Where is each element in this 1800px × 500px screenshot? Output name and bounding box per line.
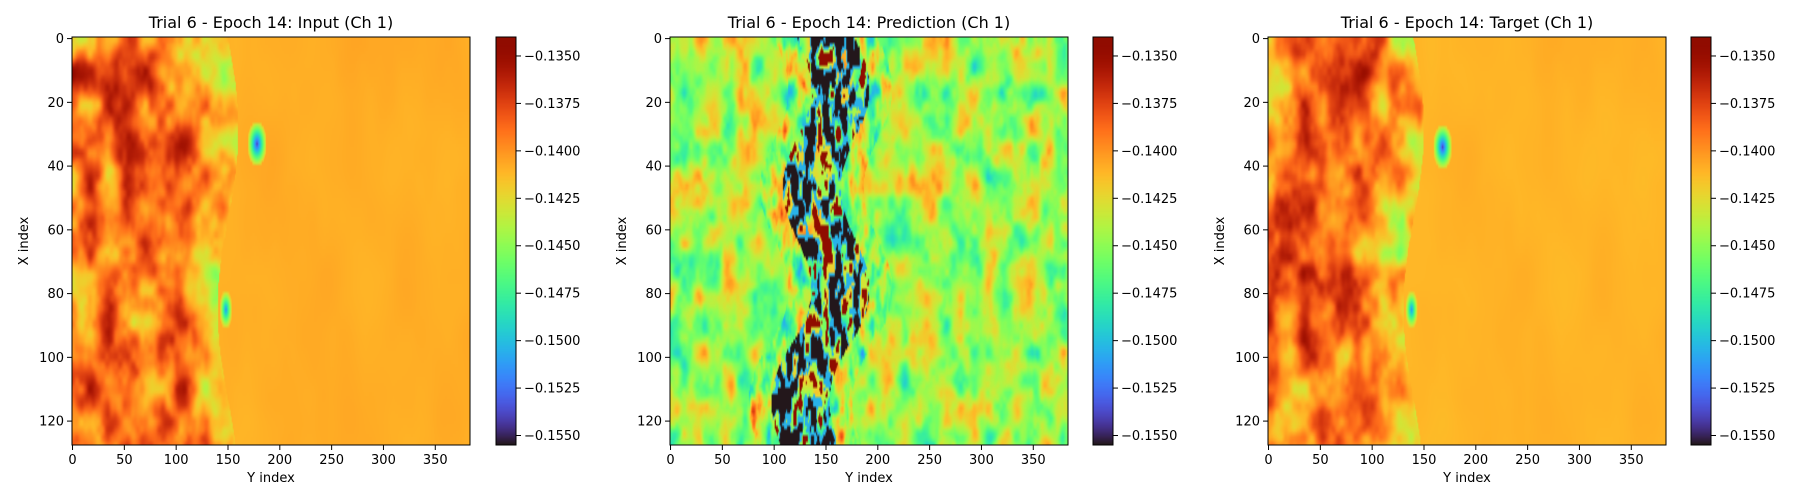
y-tick-label: 20 [645,96,662,111]
y-tick-label: 100 [1235,351,1260,366]
colorbar-tick-label: −0.1550 [524,429,580,444]
x-tick-label: 100 [762,453,787,468]
heatmap-image [72,37,470,445]
colorbar-tick-label: −0.1500 [1121,334,1177,349]
colorbar-tick-label: −0.1425 [1719,192,1775,207]
x-tick-label: 200 [865,453,890,468]
x-tick-label: 100 [164,453,189,468]
y-tick-label: 80 [1243,287,1260,302]
x-tick-label: 150 [814,453,839,468]
chart-title: Trial 6 - Epoch 14: Prediction (Ch 1) [727,13,1010,32]
y-tick-label: 120 [637,415,662,430]
x-tick-label: 0 [666,453,674,468]
colorbar-tick-label: −0.1375 [1719,97,1775,112]
x-tick-label: 200 [267,453,292,468]
x-tick-label: 200 [1463,453,1488,468]
x-tick-label: 350 [1619,453,1644,468]
colorbar-tick-label: −0.1450 [1121,239,1177,254]
y-tick-label: 0 [56,32,64,47]
panel-input: Trial 6 - Epoch 14: Input (Ch 1) 0 50 100 15… [17,13,580,486]
colorbar-tick-label: −0.1475 [1719,287,1775,302]
y-axis-label: X index [17,216,32,265]
x-tick-label: 100 [1360,453,1385,468]
x-tick-label: 350 [1021,453,1046,468]
x-tick-label: 150 [216,453,241,468]
colorbar-tick-label: −0.1550 [1719,429,1775,444]
y-tick-label: 60 [645,223,662,238]
x-tick-label: 300 [371,453,396,468]
panel-target: Trial 6 - Epoch 14: Target (Ch 1) 0 50 100 1… [1213,13,1775,486]
colorbar [1691,37,1711,445]
x-axis-label: Y index [246,471,295,486]
colorbar-tick-label: −0.1500 [524,334,580,349]
colorbar-tick-label: −0.1425 [524,192,580,207]
y-tick-label: 0 [654,32,662,47]
colorbar [496,37,516,445]
y-tick-label: 20 [47,96,64,111]
y-tick-label: 100 [39,351,64,366]
x-axis-label: Y index [844,471,893,486]
y-tick-label: 60 [1243,223,1260,238]
y-tick-label: 60 [47,223,64,238]
y-axis-label: X index [1213,216,1228,265]
colorbar-tick-label: −0.1475 [524,287,580,302]
colorbar-tick-label: −0.1525 [1121,382,1177,397]
colorbar-tick-label: −0.1350 [1719,49,1775,64]
colorbar-tick-label: −0.1500 [1719,334,1775,349]
y-tick-label: 0 [1252,32,1260,47]
colorbar-tick-label: −0.1450 [524,239,580,254]
y-tick-label: 80 [645,287,662,302]
heatmap-image [670,37,1068,445]
y-axis-label: X index [615,216,630,265]
x-tick-label: 350 [423,453,448,468]
colorbar-tick-label: −0.1475 [1121,287,1177,302]
y-tick-label: 40 [47,160,64,175]
colorbar-tick-label: −0.1525 [524,382,580,397]
colorbar-tick-label: −0.1350 [1121,49,1177,64]
y-tick-label: 120 [39,415,64,430]
chart-title: Trial 6 - Epoch 14: Target (Ch 1) [1340,13,1593,32]
colorbar [1093,37,1113,445]
colorbar-tick-label: −0.1450 [1719,239,1775,254]
colorbar-tick-label: −0.1400 [524,144,580,159]
y-tick-label: 40 [645,160,662,175]
x-tick-label: 250 [917,453,942,468]
x-tick-label: 300 [969,453,994,468]
x-tick-label: 150 [1412,453,1437,468]
colorbar-tick-label: −0.1400 [1719,144,1775,159]
y-tick-label: 20 [1243,96,1260,111]
colorbar-tick-label: −0.1425 [1121,192,1177,207]
panel-prediction: Trial 6 - Epoch 14: Prediction (Ch 1) 0 50… [615,13,1177,486]
x-tick-label: 0 [68,453,76,468]
y-tick-label: 100 [637,351,662,366]
x-tick-label: 250 [1515,453,1540,468]
x-tick-label: 50 [714,453,731,468]
y-tick-label: 40 [1243,160,1260,175]
colorbar-tick-label: −0.1350 [524,49,580,64]
colorbar-tick-label: −0.1375 [1121,97,1177,112]
x-axis-label: Y index [1442,471,1491,486]
heatmap-image [1268,37,1666,445]
y-tick-label: 120 [1235,415,1260,430]
colorbar-tick-label: −0.1400 [1121,144,1177,159]
x-tick-label: 300 [1567,453,1592,468]
chart-title: Trial 6 - Epoch 14: Input (Ch 1) [148,13,393,32]
x-tick-label: 50 [116,453,133,468]
colorbar-tick-label: −0.1550 [1121,429,1177,444]
y-tick-label: 80 [47,287,64,302]
colorbar-tick-label: −0.1525 [1719,382,1775,397]
x-tick-label: 50 [1312,453,1329,468]
x-tick-label: 0 [1264,453,1272,468]
x-tick-label: 250 [319,453,344,468]
colorbar-tick-label: −0.1375 [524,97,580,112]
